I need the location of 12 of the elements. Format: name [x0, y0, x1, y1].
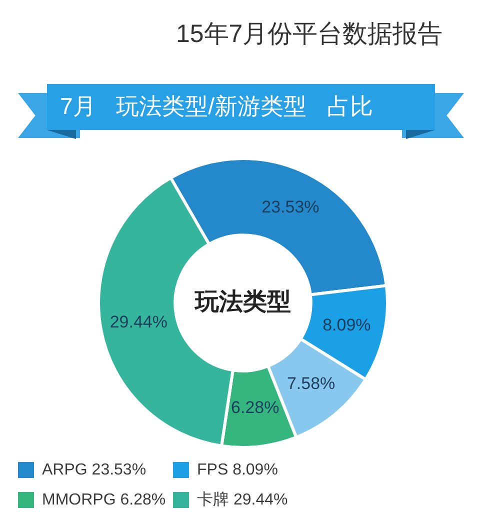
chart-subtitle: 7月 玩法类型/新游类型 占比 — [60, 92, 373, 121]
legend-label: FPS 8.09% — [197, 461, 278, 478]
legend-label: 卡牌 29.44% — [197, 490, 288, 508]
data-label: 8.09% — [322, 316, 371, 335]
legend-label: ARPG 23.53% — [42, 461, 146, 478]
data-label: 23.53% — [262, 198, 320, 217]
chart-title: 15年7月份平台数据报告 — [176, 19, 443, 49]
text: 玩法类型 — [194, 288, 291, 316]
data-label: 29.44% — [110, 312, 168, 332]
legend-label: MMORPG 6.28% — [42, 491, 166, 508]
data-label: 6.28% — [231, 398, 280, 418]
data-label: 7.58% — [286, 374, 336, 394]
